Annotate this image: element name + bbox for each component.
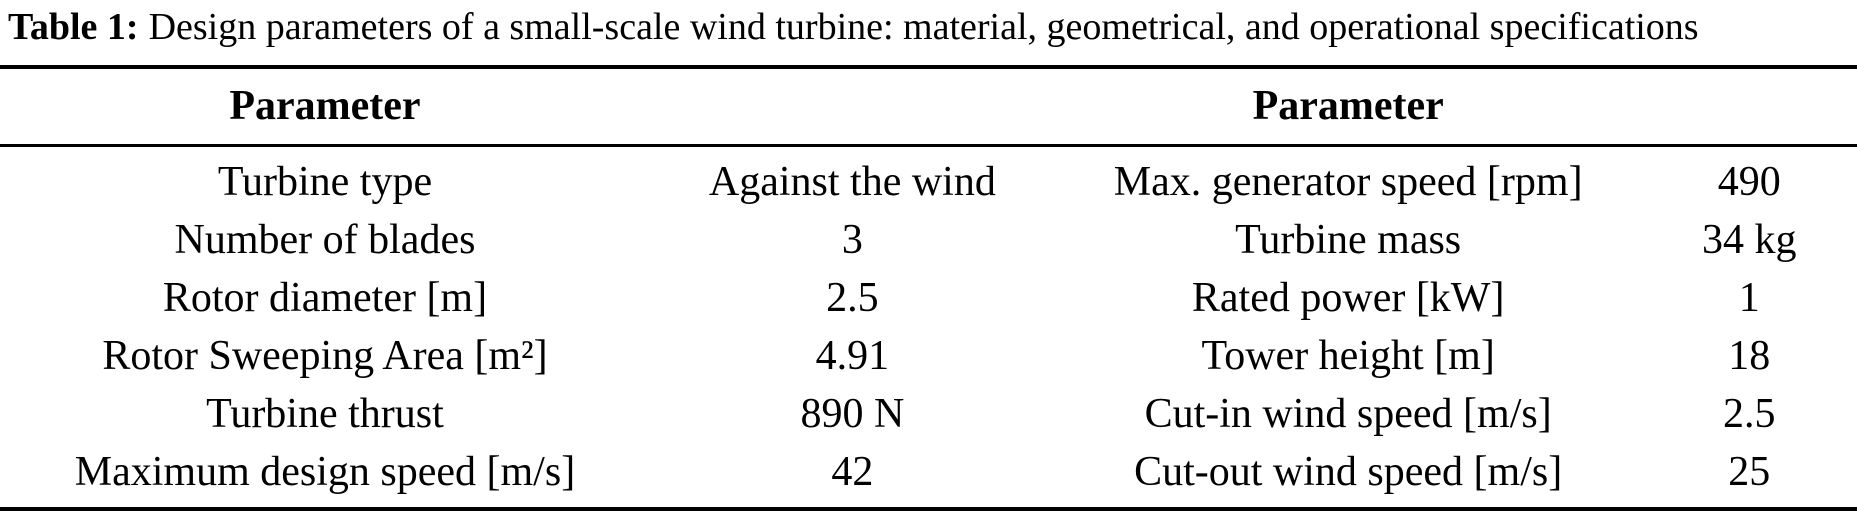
value-cell: 890 N <box>800 390 905 437</box>
value-cell: 25 <box>1728 448 1771 495</box>
param-cell: Tower height [m] <box>1201 332 1495 379</box>
header-empty-cell <box>649 66 1055 147</box>
value-cell: 18 <box>1728 332 1771 379</box>
caption-label: Table 1: <box>8 6 139 48</box>
table-row: Turbine type Against the wind Max. gener… <box>0 145 1857 211</box>
param-cell: Turbine mass <box>1235 216 1462 263</box>
param-cell: Maximum design speed [m/s] <box>74 448 576 495</box>
table-caption: Table 1: Design parameters of a small-sca… <box>0 0 1857 65</box>
value-cell: 2.5 <box>826 274 879 321</box>
value-cell: Against the wind <box>708 158 996 205</box>
caption-text: Design parameters of a small-scale wind … <box>148 6 1699 48</box>
value-cell: 490 <box>1717 158 1781 205</box>
value-cell: 34 kg <box>1702 216 1797 263</box>
value-cell: 42 <box>831 448 874 495</box>
table-row: Rotor diameter [m] 2.5 Rated power [kW] … <box>0 269 1857 327</box>
header-parameter-left: Parameter <box>0 66 650 147</box>
param-cell: Number of blades <box>174 216 476 263</box>
table-row: Turbine thrust 890 N Cut-in wind speed [… <box>0 385 1857 443</box>
header-row: Parameter Parameter <box>0 66 1857 147</box>
value-cell: 2.5 <box>1723 390 1776 437</box>
param-cell: Rotor diameter [m] <box>162 274 488 321</box>
table-row: Number of blades 3 Turbine mass 34 kg <box>0 211 1857 269</box>
param-cell: Turbine type <box>217 158 433 205</box>
param-cell: Cut-in wind speed [m/s] <box>1144 390 1552 437</box>
param-cell: Rotor Sweeping Area [m²] <box>102 332 548 379</box>
parameters-table: Parameter Parameter Turbine type Against… <box>0 64 1857 511</box>
header-parameter-right: Parameter <box>1054 66 1642 147</box>
header-empty-cell <box>1641 66 1857 147</box>
value-cell: 4.91 <box>815 332 890 379</box>
value-cell: 1 <box>1738 274 1760 321</box>
param-cell: Cut-out wind speed [m/s] <box>1134 448 1563 495</box>
param-cell: Rated power [kW] <box>1191 274 1505 321</box>
table-row: Maximum design speed [m/s] 42 Cut-out wi… <box>0 443 1857 509</box>
value-cell: 3 <box>841 216 863 263</box>
param-cell: Max. generator speed [rpm] <box>1113 158 1583 205</box>
table-row: Rotor Sweeping Area [m²] 4.91 Tower heig… <box>0 327 1857 385</box>
param-cell: Turbine thrust <box>206 390 444 437</box>
